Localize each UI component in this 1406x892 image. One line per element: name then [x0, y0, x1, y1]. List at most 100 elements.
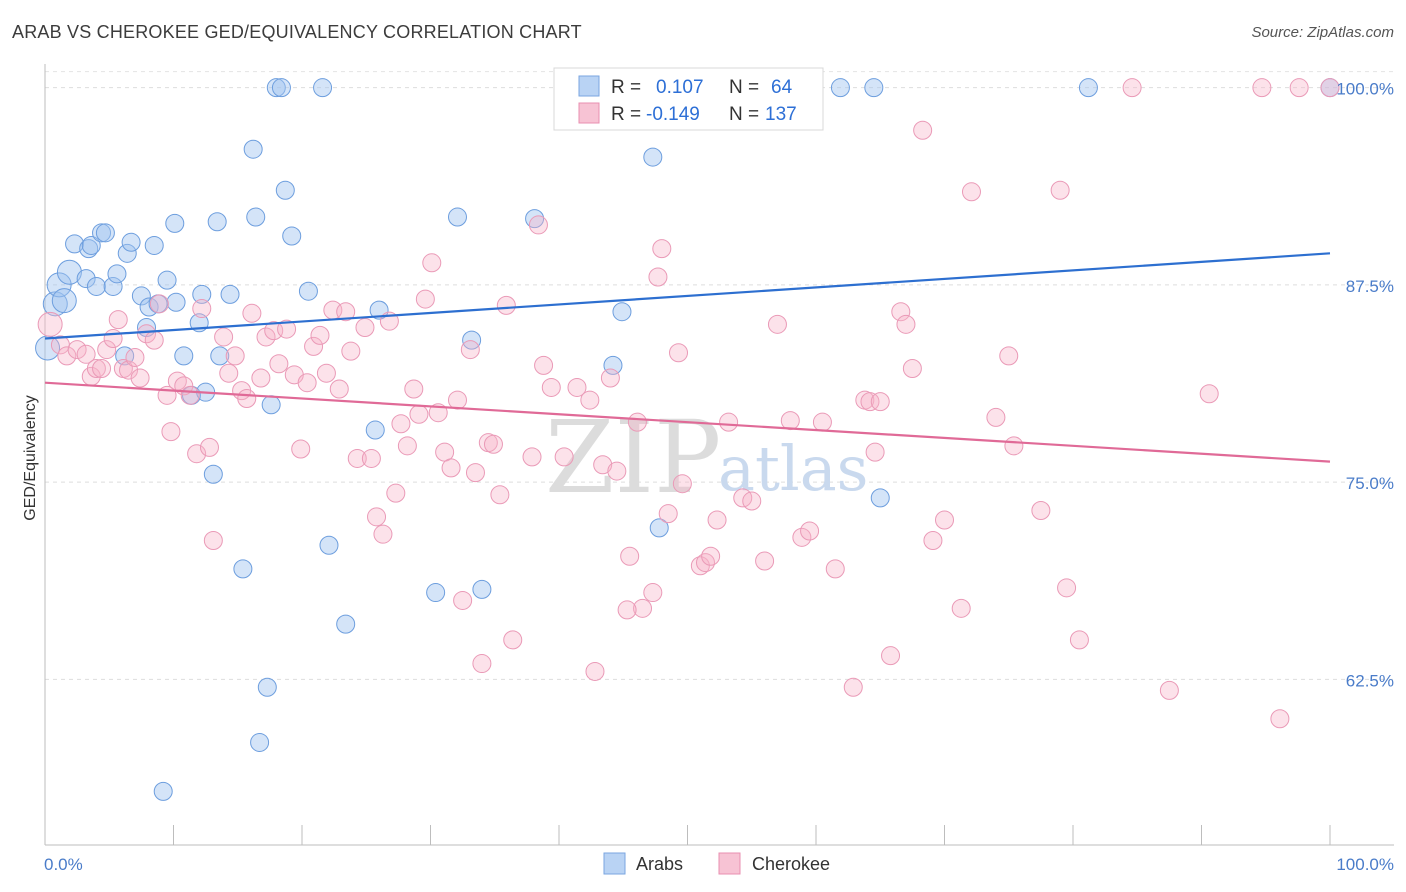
point-cherokee-36: [269, 354, 289, 374]
point-cherokee-78: [554, 447, 574, 467]
point-cherokee-109: [860, 392, 880, 412]
point-arabs-25: [174, 346, 194, 366]
point-arabs-64: [153, 781, 173, 801]
point-cherokee-102: [780, 411, 800, 431]
point-cherokee-133: [1289, 78, 1309, 98]
chart-title: ARAB VS CHEROKEE GED/EQUIVALENCY CORRELA…: [12, 22, 582, 42]
y-tick-labels: 100.0% 87.5% 75.0% 62.5%: [1336, 80, 1394, 691]
point-cherokee-60: [422, 253, 442, 273]
point-cherokee-73: [503, 630, 523, 650]
point-cherokee-93: [690, 556, 710, 576]
point-arabs-4: [56, 259, 82, 285]
point-cherokee-82: [600, 368, 620, 388]
point-cherokee-16: [144, 330, 164, 350]
point-arabs-52: [462, 330, 482, 350]
point-cherokee-85: [627, 412, 647, 432]
point-cherokee-22: [180, 385, 200, 405]
point-cherokee-34: [256, 327, 276, 347]
point-arabs-15: [117, 243, 137, 263]
point-cherokee-107: [843, 677, 863, 697]
point-cherokee-99: [742, 491, 762, 511]
point-arabs-61: [870, 488, 890, 508]
point-arabs-2: [46, 272, 72, 298]
point-cherokee-123: [1004, 436, 1024, 456]
point-arabs-20: [144, 235, 164, 255]
point-arabs-13: [107, 264, 127, 284]
point-arabs-24: [166, 292, 186, 312]
bottom-legend-label-arabs: Arabs: [636, 854, 683, 874]
point-cherokee-76: [534, 355, 554, 375]
point-cherokee-29: [225, 346, 245, 366]
point-cherokee-74: [522, 447, 542, 467]
point-cherokee-79: [567, 377, 587, 397]
point-cherokee-24: [192, 299, 212, 319]
point-cherokee-90: [658, 504, 678, 524]
point-arabs-38: [257, 677, 277, 697]
point-cherokee-129: [1159, 680, 1179, 700]
point-cherokee-12: [119, 360, 139, 380]
point-cherokee-121: [986, 407, 1006, 427]
point-arabs-30: [203, 464, 223, 484]
point-cherokee-9: [103, 329, 123, 349]
point-cherokee-100: [755, 551, 775, 571]
point-cherokee-58: [409, 404, 429, 424]
point-cherokee-136: [585, 661, 605, 681]
point-cherokee-120: [961, 182, 981, 202]
point-arabs-34: [233, 559, 253, 579]
legend-r-label-arabs: R =: [611, 77, 641, 98]
point-cherokee-32: [242, 303, 262, 323]
point-cherokee-3: [67, 340, 87, 360]
point-arabs-35: [243, 139, 263, 159]
point-arabs-16: [121, 232, 141, 252]
point-arabs-62: [1078, 78, 1098, 98]
point-arabs-51: [447, 207, 467, 227]
point-cherokee-84: [620, 546, 640, 566]
point-cherokee-122: [999, 346, 1019, 366]
y-tick-label-1: 87.5%: [1346, 277, 1394, 296]
point-arabs-31: [207, 212, 227, 232]
point-arabs-9: [86, 276, 106, 296]
point-cherokee-37: [277, 319, 297, 339]
point-cherokee-31: [237, 388, 257, 408]
point-cherokee-51: [367, 507, 387, 527]
point-cherokee-89: [652, 239, 672, 259]
point-arabs-22: [157, 270, 177, 290]
legend-n-value-cherokee: 137: [765, 104, 797, 125]
point-arabs-56: [612, 302, 632, 322]
bottom-legend-swatch-arabs: [603, 852, 626, 875]
point-cherokee-75: [528, 215, 548, 235]
point-cherokee-103: [792, 527, 812, 547]
point-cherokee-55: [391, 414, 411, 434]
point-cherokee-126: [1057, 578, 1077, 598]
point-cherokee-92: [672, 474, 692, 494]
point-cherokee-128: [1122, 78, 1142, 98]
point-arabs-53: [472, 579, 492, 599]
point-cherokee-118: [935, 510, 954, 530]
point-arabs-47: [336, 614, 356, 634]
point-cherokee-66: [460, 340, 480, 360]
series-legend: Arabs Cherokee: [603, 852, 830, 875]
point-arabs-6: [76, 269, 96, 289]
source-credit: Source: ZipAtlas.com: [1251, 24, 1394, 41]
legend-r-value-cherokee: -0.149: [646, 104, 700, 125]
legend-n-label-arabs: N =: [729, 77, 759, 98]
point-cherokee-119: [951, 598, 971, 618]
point-cherokee-101: [767, 314, 787, 334]
point-cherokee-33: [251, 368, 271, 388]
point-arabs-32: [210, 346, 230, 366]
series-arabs: [35, 78, 1340, 801]
point-arabs-55: [603, 355, 623, 375]
point-cherokee-80: [580, 390, 600, 410]
point-arabs-43: [282, 226, 302, 246]
point-cherokee-68: [472, 654, 492, 674]
point-arabs-41: [271, 78, 291, 98]
point-cherokee-26: [203, 530, 223, 550]
point-arabs-57: [643, 147, 663, 167]
point-cherokee-7: [92, 359, 112, 379]
legend-n-value-arabs: 64: [771, 77, 793, 98]
point-cherokee-56: [397, 436, 417, 456]
point-cherokee-95: [701, 546, 721, 566]
point-cherokee-115: [902, 359, 922, 379]
axes: [44, 64, 1394, 846]
